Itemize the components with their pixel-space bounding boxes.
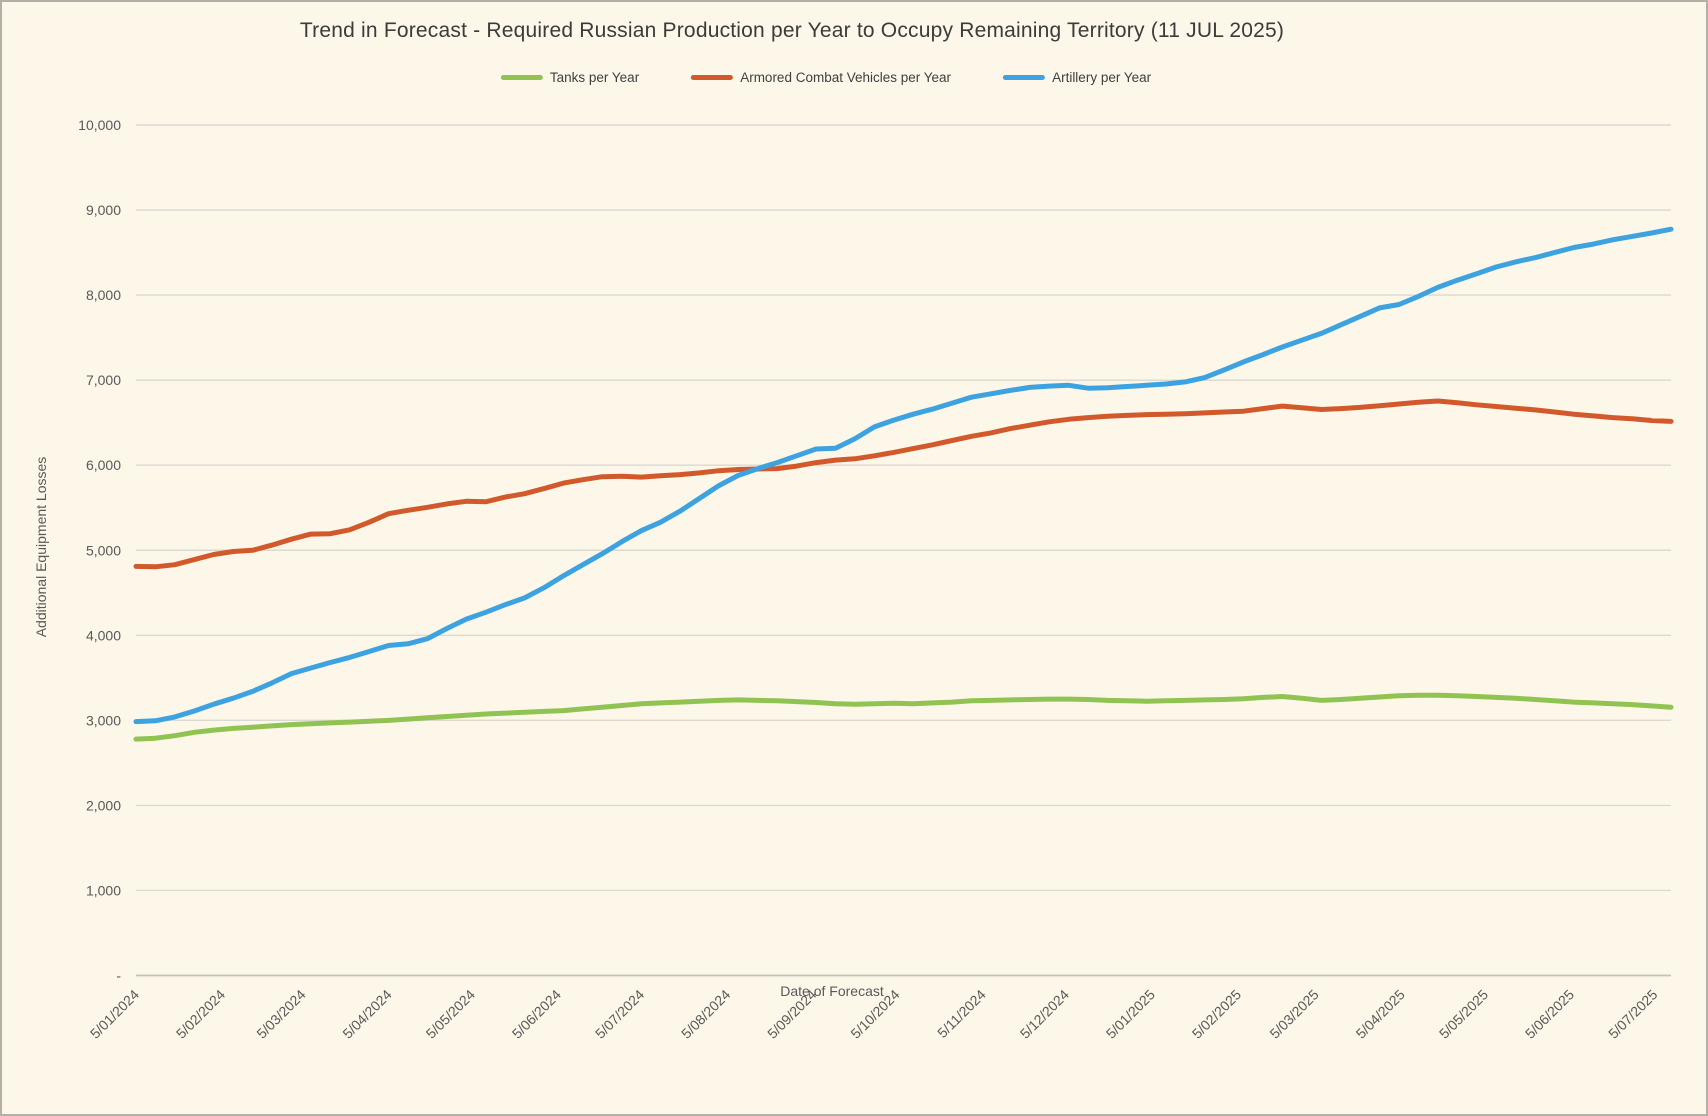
x-tick-label: 5/03/2024 (253, 986, 309, 1042)
y-tick-label: 4,000 (86, 627, 121, 643)
y-tick-label: 9,000 (86, 202, 121, 218)
x-tick-label: 5/01/2025 (1103, 986, 1159, 1042)
series-line-armored (133, 398, 1674, 570)
x-tick-label: 5/02/2025 (1189, 986, 1245, 1042)
x-tick-label: 5/04/2024 (339, 986, 395, 1042)
x-tick-label: 5/11/2024 (934, 986, 989, 1041)
x-tick-label: 5/08/2024 (678, 986, 734, 1042)
y-axis-title: Additional Equipment Losses (33, 456, 49, 638)
legend-item-armored-combat-vehicles: Armored Combat Vehicles per Year (691, 70, 951, 85)
y-tick-label: 6,000 (86, 457, 121, 473)
x-tick-label: 5/07/2024 (592, 986, 648, 1042)
y-tick-label: 10,000 (78, 117, 121, 133)
legend-label: Tanks per Year (549, 70, 640, 85)
x-tick-label: 5/02/2024 (173, 986, 229, 1042)
x-tick-label: 5/06/2025 (1522, 986, 1578, 1042)
y-tick-label: 8,000 (86, 287, 121, 303)
series-line-tanks (133, 692, 1674, 742)
x-tick-label: 5/05/2024 (423, 986, 479, 1042)
x-tick-label: 5/06/2024 (509, 986, 565, 1042)
x-tick-label: 5/05/2025 (1436, 986, 1492, 1042)
x-axis-title: Date of Forecast (780, 983, 884, 999)
x-tick-label: 5/12/2024 (1017, 986, 1073, 1042)
legend-label: Armored Combat Vehicles per Year (740, 70, 952, 85)
acv-series-swatch-icon (691, 75, 734, 80)
series-line-artillery (133, 226, 1674, 725)
legend-item-tanks: Tanks per Year (500, 70, 640, 85)
y-tick-label: 1,000 (86, 882, 121, 898)
tanks-series-swatch-icon (500, 75, 543, 80)
x-tick-label: 5/04/2025 (1353, 986, 1409, 1042)
y-tick-label: 7,000 (86, 372, 121, 388)
x-tick-label: 5/01/2024 (87, 986, 143, 1042)
legend-item-artillery: Artillery per Year (1003, 70, 1151, 85)
artillery-series-swatch-icon (1003, 75, 1046, 80)
y-tick-label: 3,000 (86, 712, 121, 728)
chart-legend: Tanks per Year Armored Combat Vehicles p… (500, 70, 1151, 85)
y-tick-label: 2,000 (86, 797, 121, 813)
chart-title: Trend in Forecast - Required Russian Pro… (299, 19, 1285, 42)
y-tick-label: 5,000 (86, 542, 121, 558)
x-tick-label: 5/07/2025 (1605, 986, 1661, 1042)
x-tick-label: 5/03/2025 (1266, 986, 1322, 1042)
legend-label: Artillery per Year (1052, 70, 1152, 85)
y-tick-label: - (116, 968, 121, 984)
